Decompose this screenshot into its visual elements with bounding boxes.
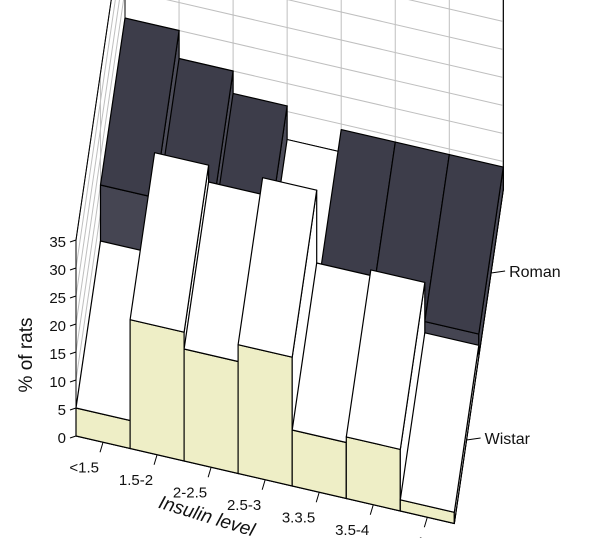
bar-top-face [345,269,426,450]
chart-frame-edge [75,0,112,241]
x-tick-label: 3.5-4 [335,522,369,538]
x-tick-label: 2.5-3 [227,497,261,514]
z-tick-label: 25 [49,290,66,307]
bar-top-face [424,154,504,335]
x-tick-label: <1.5 [69,459,99,476]
x-axis-ticks: <1.5 1.5-2 2-2.5 2.5-3 3.3.5 3.5-4 >4 [69,442,428,543]
bar-front-face [129,319,185,462]
bar-top-face [129,152,210,333]
bar-top-face [399,332,480,513]
z-tick-label: 35 [49,234,66,251]
gridline-back-wall [408,0,504,22]
z-tick-mark [69,351,77,355]
bar-roman-6 [424,154,504,358]
series-label-roman: Roman [509,264,561,281]
x-tick-label: 1.5-2 [119,472,153,489]
x-tick-mark [261,479,266,490]
z-tick-mark [69,323,77,327]
gridline-back-wall [287,0,504,50]
gridline-back-wall [124,17,504,106]
gridline-back-wall [166,0,504,78]
z-tick-mark [69,295,77,299]
x-tick-label: 2-2.5 [173,484,207,501]
z-tick-mark [69,267,77,271]
series-label-wistar: Wistar [485,431,531,448]
x-tick-mark [153,454,158,465]
bar-front-face [183,348,239,475]
x-tick-label: 3.3.5 [282,509,315,526]
bar-wistar-5 [345,269,426,512]
z-tick-mark [69,435,77,439]
z-tick-label: 15 [49,346,66,363]
x-tick-mark [99,442,104,453]
z-tick-label: 5 [58,402,66,419]
bar-top-face [99,17,180,199]
z-tick-label: 10 [49,374,66,391]
z-tick-mark [69,239,77,243]
bar-wistar-6 [399,332,480,525]
z-tick-label: 20 [49,318,66,335]
x-tick-label: >4 [406,534,423,538]
z-tick-mark [69,407,77,411]
bar-top-face [237,177,318,358]
series-tick-mark [491,270,506,274]
z-tick-label: 30 [49,262,66,279]
series-tick-mark [466,437,481,441]
y-axis-title: % of rats [16,318,37,393]
series-labels: Wistar Roman [466,264,561,448]
z-axis-ticks: 0 5 10 15 20 25 30 35 [49,234,77,447]
z-tick-mark [69,379,77,383]
bar-front-face [237,344,293,487]
z-tick-label: 0 [58,430,66,447]
x-tick-mark [423,517,428,528]
x-tick-mark [207,467,212,478]
x-tick-mark [369,504,374,515]
bars-group [75,17,504,525]
x-tick-mark [315,492,320,503]
